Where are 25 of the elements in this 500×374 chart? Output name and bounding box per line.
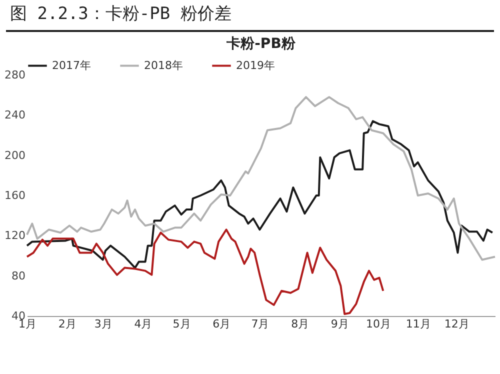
x-tick-label: 6月 xyxy=(212,318,231,330)
y-tick-label: 240 xyxy=(4,108,26,122)
x-tick-label: 9月 xyxy=(330,318,349,330)
y-tick-label: 280 xyxy=(4,68,26,82)
x-tick-label: 3月 xyxy=(94,318,112,330)
legend-label: 2019年 xyxy=(236,58,275,72)
x-tick-label: 4月 xyxy=(134,318,152,330)
line-series xyxy=(26,228,384,315)
chart-title: 图 2.2.3：卡粉-PB 粉价差 xyxy=(10,3,232,25)
legend-label: 2017年 xyxy=(52,58,91,72)
y-tick-label: 200 xyxy=(4,148,26,162)
y-tick-label: 80 xyxy=(12,269,26,282)
x-tick-label: 12月 xyxy=(444,318,470,330)
y-tick-label: 120 xyxy=(4,229,26,242)
y-tick-label: 160 xyxy=(4,189,26,202)
x-tick-label: 7月 xyxy=(251,318,270,330)
x-tick-label: 5月 xyxy=(172,318,191,330)
legend-label: 2018年 xyxy=(144,58,183,72)
chart-subtitle: 卡粉-PB粉 xyxy=(226,36,296,52)
x-tick-label: 11月 xyxy=(406,318,431,330)
x-tick-label: 10月 xyxy=(366,318,391,330)
x-tick-label: 2月 xyxy=(58,318,76,330)
line-series xyxy=(26,120,494,269)
line-series xyxy=(26,96,496,261)
x-tick-label: 8月 xyxy=(291,318,310,330)
